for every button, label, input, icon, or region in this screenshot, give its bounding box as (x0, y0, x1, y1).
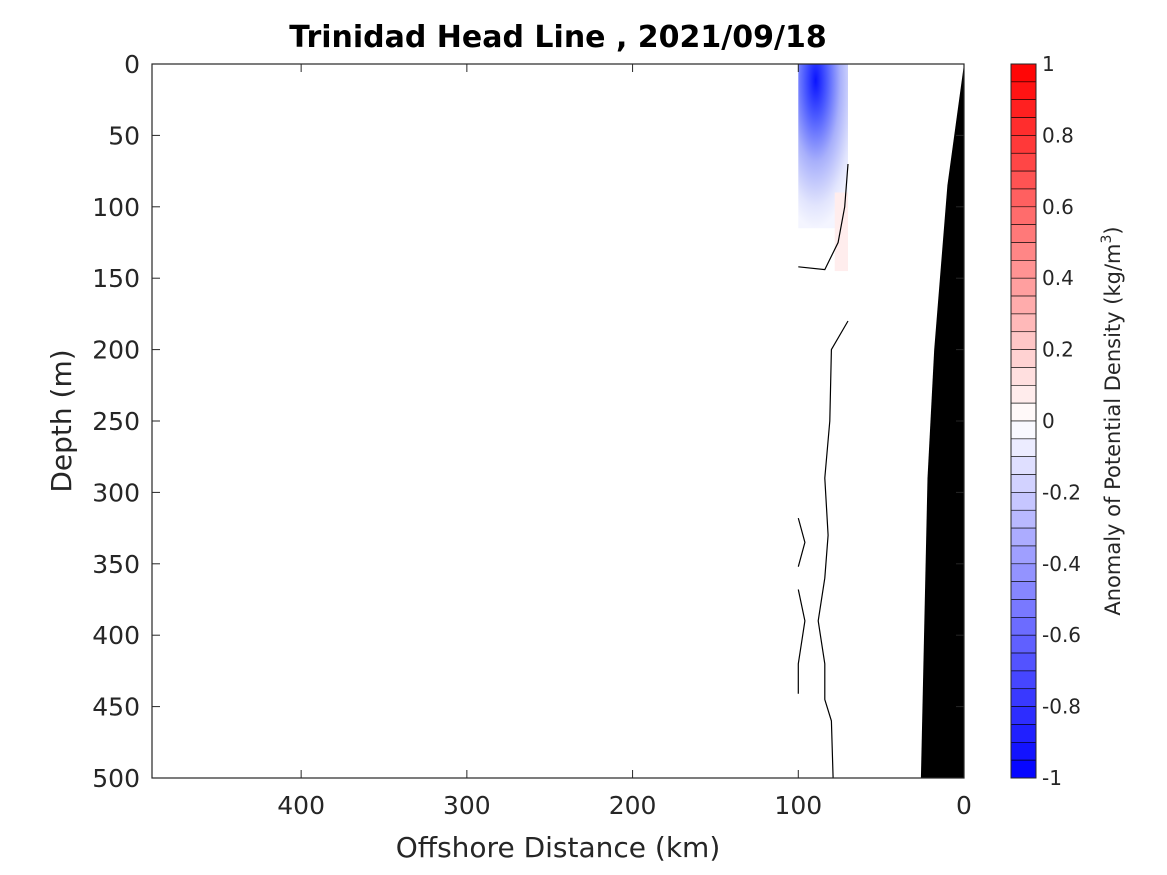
colorbar-swatch (1010, 117, 1037, 136)
colorbar-swatch (1010, 652, 1037, 672)
colorbar-tick-label: -0.2 (1042, 480, 1081, 504)
colorbar-swatch (1010, 277, 1037, 297)
y-tick-label: 400 (92, 621, 140, 650)
zero-contour-line (817, 320, 849, 778)
colorbar-tick-label: -0.6 (1042, 623, 1081, 647)
colorbar-swatch (1010, 545, 1037, 565)
colorbar-swatch (1010, 295, 1037, 315)
colorbar-swatch (1010, 599, 1037, 618)
colorbar-tick-label: 0.4 (1042, 266, 1074, 290)
y-tick-label: 0 (124, 50, 140, 79)
colorbar-swatch (1010, 152, 1037, 172)
x-axis: 400 300 200 100 0 (277, 64, 972, 820)
colorbar-label: Anomaly of Potential Density (kg/m3) (1099, 226, 1125, 615)
colorbar-swatch (1010, 420, 1037, 440)
colorbar-swatch (1010, 63, 1037, 83)
colorbar-swatch (1010, 349, 1037, 368)
colorbar-swatch (1010, 384, 1037, 404)
colorbar-swatch (1010, 206, 1037, 225)
colorbar-label-text: Anomaly of Potential Density (kg/m (1101, 244, 1125, 616)
colorbar-swatch (1010, 474, 1037, 493)
x-tick-label: 400 (277, 791, 325, 820)
colorbar-swatch (1010, 81, 1037, 100)
colorbar-swatch (1010, 331, 1037, 350)
colorbar-swatch (1010, 492, 1037, 511)
zero-contour-line (797, 589, 806, 694)
colorbar-swatch (1010, 242, 1037, 261)
zero-contour-line (797, 517, 806, 567)
colorbar-swatch (1010, 670, 1037, 690)
colorbar-swatch (1010, 759, 1037, 779)
bathymetry-seafloor (920, 64, 964, 778)
colorbar-swatch (1010, 438, 1037, 458)
colorbar-swatch (1010, 724, 1037, 743)
colorbar-tick-label: 0 (1042, 409, 1055, 433)
colorbar-swatch (1010, 224, 1037, 243)
anomaly-field-layer (798, 64, 848, 272)
colorbar-swatch (1010, 706, 1037, 725)
colorbar-swatch (1010, 260, 1037, 279)
colorbar-tick-label: 0.2 (1042, 338, 1074, 362)
colorbar-frame (1010, 63, 1037, 779)
colorbar-tick-label: -1 (1042, 766, 1062, 790)
plot-area (152, 64, 964, 778)
chart-title: Trinidad Head Line , 2021/09/18 (289, 20, 826, 55)
colorbar-tick-label: 1 (1042, 52, 1055, 76)
y-tick-label: 50 (108, 121, 140, 150)
colorbar-swatch (1010, 509, 1037, 529)
y-tick-label: 300 (92, 478, 140, 507)
y-axis: 0 50 100 150 200 250 300 350 400 450 500 (92, 50, 964, 793)
colorbar-swatch (1010, 634, 1037, 654)
x-tick-label: 0 (956, 791, 972, 820)
y-tick-label: 500 (92, 764, 140, 793)
colorbar-tick-label: -0.8 (1042, 695, 1081, 719)
colorbar-swatch (1010, 99, 1037, 118)
zero-contour-line (798, 163, 849, 271)
colorbar-swatch (1010, 135, 1037, 154)
colorbar: 1 0.8 0.6 0.4 0.2 0 -0.2 -0.4 -0.6 -0.8 -1 (1010, 52, 1081, 790)
colorbar-swatch (1010, 402, 1037, 422)
colorbar-swatch (1010, 688, 1037, 707)
y-tick-label: 350 (92, 550, 140, 579)
colorbar-swatch (1010, 741, 1037, 761)
y-tick-label: 250 (92, 407, 140, 436)
y-tick-label: 200 (92, 336, 140, 365)
zero-contour-layer (797, 163, 849, 778)
colorbar-swatch (1010, 188, 1037, 208)
colorbar-swatch (1010, 617, 1037, 636)
colorbar-swatch (1010, 581, 1037, 600)
x-tick-label: 100 (774, 791, 822, 820)
colorbar-swatch (1010, 313, 1037, 333)
colorbar-tick-label: 0.8 (1042, 123, 1074, 147)
x-axis-label: Offshore Distance (km) (396, 831, 721, 864)
x-tick-label: 200 (609, 791, 657, 820)
y-tick-label: 100 (92, 193, 140, 222)
x-tick-label: 300 (443, 791, 491, 820)
colorbar-swatch (1010, 527, 1037, 547)
y-axis-label: Depth (m) (45, 349, 78, 492)
anomaly-patch (834, 192, 848, 272)
colorbar-swatch (1010, 170, 1037, 190)
colorbar-swatch (1010, 456, 1037, 475)
y-tick-label: 450 (92, 693, 140, 722)
colorbar-tick-label: 0.6 (1042, 195, 1074, 219)
colorbar-label-close: ) (1101, 226, 1125, 234)
colorbar-swatch (1010, 367, 1037, 386)
y-tick-label: 150 (92, 264, 140, 293)
colorbar-swatch (1010, 563, 1037, 582)
colorbar-label-exponent: 3 (1099, 235, 1115, 244)
colorbar-tick-label: -0.4 (1042, 552, 1081, 576)
